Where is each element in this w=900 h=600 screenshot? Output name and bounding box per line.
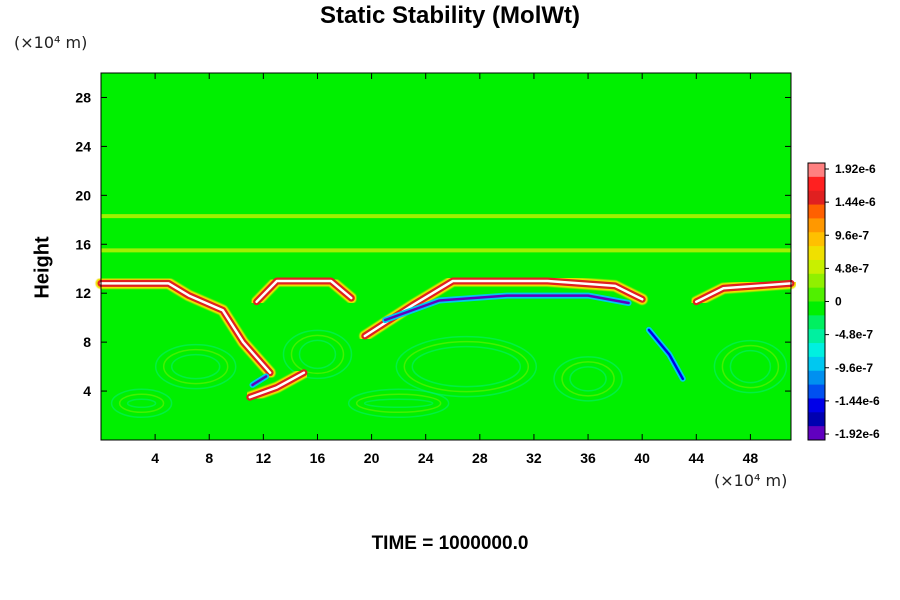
- instability-fringe: [647, 328, 685, 381]
- colorbar-swatch: [808, 259, 825, 275]
- x-tick-label: 48: [743, 450, 759, 466]
- y-tick-label: 16: [75, 236, 91, 252]
- colorbar-swatch: [808, 232, 825, 247]
- x-tick-label: 20: [364, 450, 380, 466]
- swirl-line: [298, 339, 337, 370]
- field-texture: [110, 329, 788, 419]
- plot-frame: [100, 72, 792, 441]
- stability-layer-core: [255, 279, 353, 304]
- swirl-line: [553, 356, 623, 402]
- colorbar-label: -9.6e-7: [835, 361, 873, 375]
- x-tick-label: 16: [310, 450, 326, 466]
- colorbar-swatch: [808, 163, 825, 178]
- colorbar-swatch: [808, 176, 825, 192]
- swirl-line: [713, 339, 788, 394]
- stability-layer-core: [695, 282, 793, 304]
- swirl-line: [363, 398, 434, 409]
- y-tick-label: 28: [75, 89, 91, 105]
- y-axis: 4 8 12 16 20 24 28: [75, 89, 791, 399]
- colorbar-swatch: [808, 246, 825, 261]
- plot-area: [101, 73, 791, 440]
- swirl-line: [154, 343, 237, 390]
- y-tick-label: 20: [75, 187, 91, 203]
- swirl-line: [162, 348, 229, 385]
- y-tick-label: 24: [75, 138, 91, 154]
- colorbar-swatch: [808, 370, 825, 386]
- colorbar-label: 4.8e-7: [835, 261, 869, 275]
- swirl-line: [729, 349, 772, 384]
- time-footer: TIME = 1000000.0: [371, 533, 529, 554]
- y-tick-label: 8: [83, 334, 91, 350]
- colorbar-swatch: [808, 273, 825, 289]
- colorbar-swatch: [808, 190, 825, 206]
- colorbar-swatch: [808, 426, 825, 441]
- x-tick-label: 4: [151, 450, 159, 466]
- swirl-line: [569, 366, 607, 392]
- swirl-line: [282, 329, 353, 380]
- swirl-line: [395, 335, 538, 398]
- colorbar: 1.92e-6 1.44e-6 9.6e-7 4.8e-7 0 -4.8e-7 -9.6e-…: [807, 162, 880, 441]
- swirl-line: [411, 345, 522, 388]
- swirl-line: [403, 340, 530, 393]
- x-tick-label: 28: [472, 450, 488, 466]
- colorbar-swatch: [808, 343, 825, 358]
- field-features: [95, 214, 797, 403]
- x-tick-label: 32: [526, 450, 542, 466]
- colorbar-label: 1.44e-6: [835, 195, 876, 209]
- colorbar-swatch: [808, 315, 825, 330]
- stability-layer-core: [99, 282, 272, 374]
- swirl-line: [561, 361, 615, 397]
- colorbar-label: -1.44e-6: [835, 394, 880, 408]
- x-tick-label: 36: [580, 450, 596, 466]
- x-tick-label: 12: [256, 450, 272, 466]
- swirl-line: [118, 393, 165, 414]
- colorbar-swatch: [808, 412, 825, 427]
- colorbar-label: -4.8e-7: [835, 328, 873, 342]
- colorbar-label: 1.92e-6: [835, 162, 876, 176]
- y-unit-label: (×10⁴ m): [14, 33, 88, 52]
- x-tick-label: 40: [634, 450, 650, 466]
- swirl-line: [110, 388, 173, 419]
- x-tick-label: 44: [689, 450, 705, 466]
- colorbar-swatch: [808, 301, 825, 316]
- colorbar-swatch: [808, 398, 825, 413]
- swirl-line: [347, 388, 450, 419]
- swirl-line: [721, 344, 780, 389]
- colorbar-swatch: [808, 356, 825, 372]
- swirl-line: [290, 334, 345, 375]
- colorbar-swatch: [808, 384, 825, 399]
- y-tick-label: 4: [83, 383, 91, 399]
- colorbar-label: 0: [835, 295, 842, 309]
- x-axis: 4 8 12 16 20 24 28 32 36 40 44 48: [151, 73, 758, 466]
- x-tick-label: 8: [205, 450, 213, 466]
- colorbar-swatch: [808, 204, 825, 219]
- x-unit-label: (×10⁴ m): [714, 471, 788, 490]
- swirl-line: [170, 353, 221, 380]
- stability-layer-core: [248, 371, 306, 399]
- swirl-line: [126, 398, 157, 409]
- colorbar-swatch: [808, 218, 825, 233]
- colorbar-swatch: [808, 329, 825, 344]
- instability-fringe: [251, 375, 268, 387]
- colorbar-swatch: [808, 287, 825, 302]
- swirl-line: [355, 393, 442, 414]
- y-tick-label: 12: [75, 285, 91, 301]
- chart-title: Static Stability (MolWt): [320, 2, 580, 29]
- instability-fringe: [383, 294, 630, 322]
- colorbar-label: 9.6e-7: [835, 228, 869, 242]
- colorbar-label: -1.92e-6: [835, 427, 880, 441]
- x-tick-label: 24: [418, 450, 434, 466]
